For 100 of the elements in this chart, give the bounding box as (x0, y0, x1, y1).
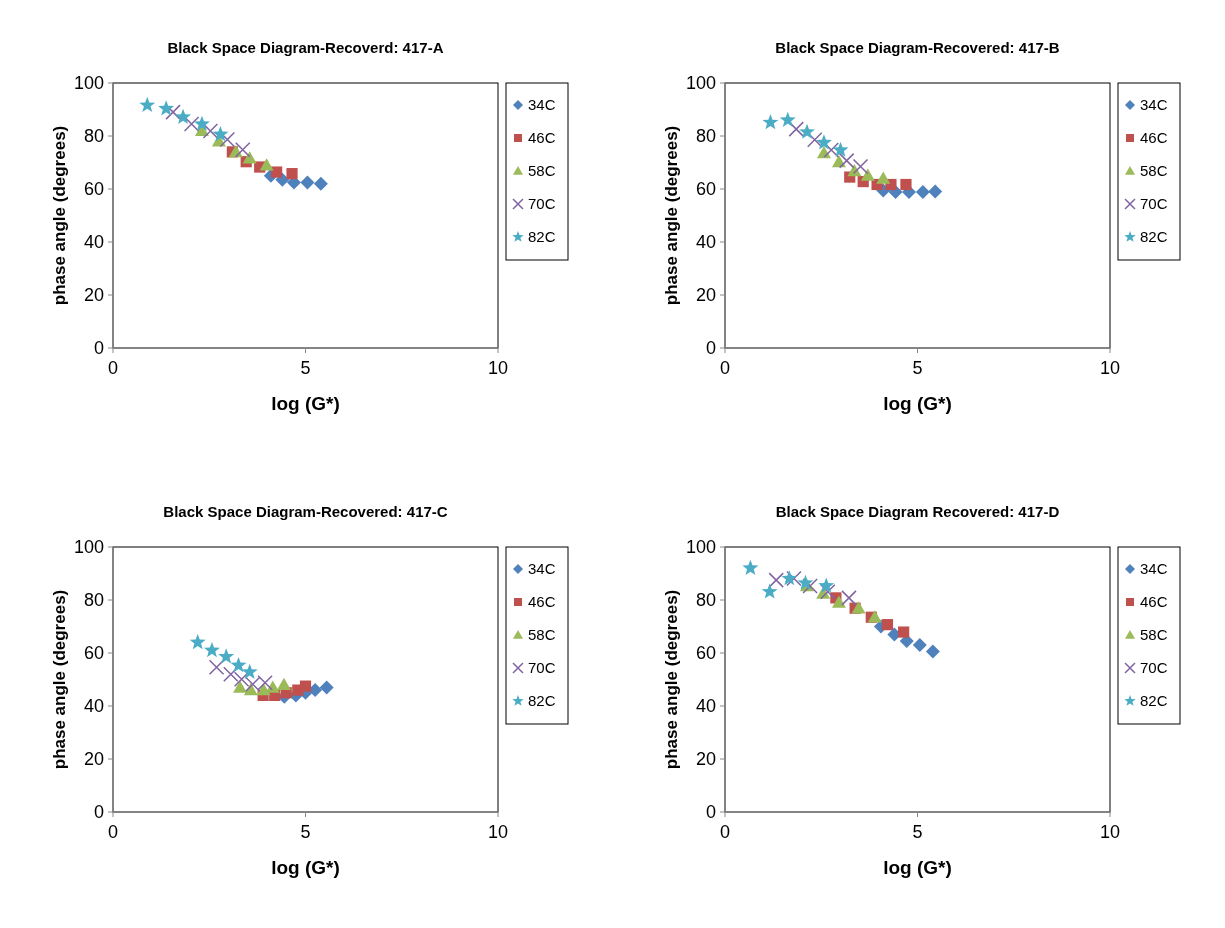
x-tick-label: 10 (487, 822, 509, 842)
point (761, 583, 778, 599)
chart-title: Black Space Diagram-Recovered: 417-C (163, 503, 448, 520)
x-tick-label: 10 (487, 358, 509, 378)
x-tick-label: 0 (719, 358, 731, 378)
point (271, 166, 283, 178)
y-tick-label: 100 (685, 73, 716, 94)
y-tick-label: 0 (705, 338, 716, 359)
y-tick-label: 60 (695, 643, 716, 664)
chart-title: Black Space Diagram-Recoverd: 417-A (167, 39, 444, 56)
point (257, 674, 273, 691)
point (832, 141, 849, 157)
legend-label: 34C (528, 96, 556, 114)
point (259, 158, 274, 171)
point (208, 659, 225, 676)
legend-label: 82C (528, 692, 556, 710)
point (768, 572, 784, 588)
point (797, 574, 814, 590)
point (233, 671, 250, 687)
x-tick-label: 5 (912, 358, 923, 378)
point (838, 152, 855, 169)
point (212, 126, 229, 142)
legend-label: 46C (528, 129, 556, 147)
x-tick-label: 5 (300, 358, 311, 378)
point (319, 680, 334, 695)
y-tick-label: 60 (83, 179, 104, 200)
point (898, 626, 910, 638)
y-tick-label: 0 (93, 802, 104, 823)
legend-label: 82C (1140, 228, 1168, 246)
y-tick-label: 60 (83, 643, 104, 664)
y-axis-title: phase angle (degrees) (50, 589, 69, 770)
x-tick-label: 5 (912, 822, 923, 842)
y-tick-label: 40 (695, 696, 716, 717)
point (265, 680, 280, 693)
y-tick-label: 40 (695, 232, 716, 253)
x-axis-title: log (G*) (271, 857, 340, 878)
point (202, 123, 219, 139)
point (876, 171, 891, 184)
point (218, 648, 235, 664)
x-tick-label: 0 (107, 358, 119, 378)
point (806, 131, 823, 148)
legend-label: 46C (528, 593, 556, 611)
point (203, 641, 220, 658)
point (158, 100, 175, 116)
point (900, 178, 912, 191)
legend-label: 34C (528, 560, 556, 578)
y-tick-label: 0 (93, 338, 104, 359)
point (860, 168, 875, 181)
point (189, 634, 206, 650)
point (242, 151, 257, 164)
point (881, 619, 894, 631)
point (299, 680, 312, 692)
y-axis-title: phase angle (degrees) (662, 125, 681, 306)
point (779, 111, 796, 127)
point (183, 116, 200, 132)
y-tick-label: 80 (695, 590, 716, 611)
point (165, 104, 181, 120)
point (286, 168, 298, 180)
legend-label: 70C (1140, 195, 1168, 213)
legend-label: 58C (528, 162, 556, 180)
point (841, 590, 857, 606)
x-tick-label: 0 (107, 822, 119, 842)
point (230, 657, 247, 673)
point (928, 184, 943, 199)
y-tick-label: 0 (705, 802, 716, 823)
legend-label: 34C (1140, 96, 1168, 114)
point (313, 176, 328, 191)
y-tick-label: 100 (685, 537, 716, 558)
point (851, 601, 866, 614)
point (820, 584, 836, 600)
y-tick-label: 20 (83, 285, 104, 306)
legend-label: 82C (528, 228, 556, 246)
point (219, 131, 236, 148)
y-tick-label: 80 (83, 590, 104, 611)
legend-label: 46C (1140, 593, 1168, 611)
point (300, 175, 315, 190)
x-tick-label: 0 (719, 822, 731, 842)
point (818, 577, 835, 593)
y-axis-title: phase angle (degrees) (662, 589, 681, 770)
point (175, 108, 192, 124)
x-tick-label: 5 (300, 822, 311, 842)
point (912, 638, 927, 653)
point (276, 677, 291, 691)
point (241, 663, 258, 679)
point (786, 570, 802, 587)
chart-title: Black Space Diagram Recovered: 417-D (775, 503, 1060, 520)
legend-label: 58C (528, 626, 556, 644)
x-axis-title: log (G*) (883, 857, 952, 878)
y-tick-label: 80 (83, 126, 104, 147)
x-tick-label: 10 (1099, 358, 1121, 378)
point (799, 123, 815, 139)
chart-title: Black Space Diagram-Recovered: 417-B (775, 39, 1060, 56)
y-tick-label: 60 (695, 179, 716, 200)
y-tick-label: 20 (695, 285, 716, 306)
point (742, 559, 759, 575)
x-tick-label: 10 (1099, 822, 1121, 842)
point (815, 134, 832, 150)
y-tick-label: 40 (83, 232, 104, 253)
point (788, 121, 804, 137)
y-tick-label: 40 (83, 696, 104, 717)
